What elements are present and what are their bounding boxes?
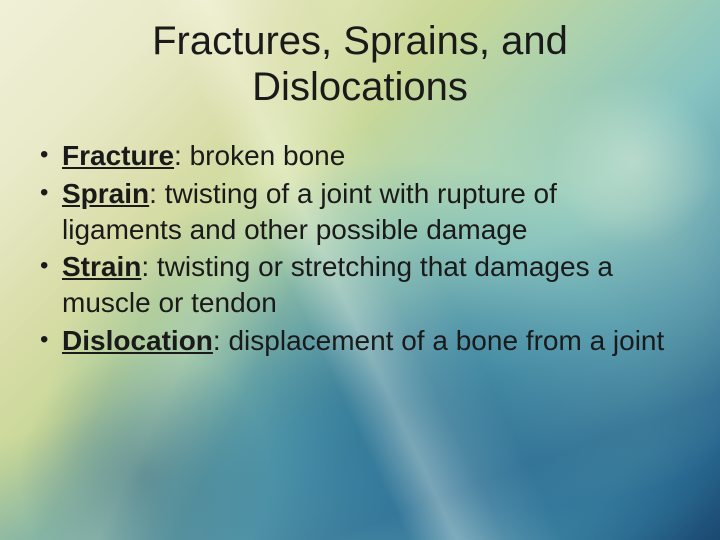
list-item: • Fracture: broken bone [40,138,680,174]
bullet-text: Strain: twisting or stretching that dama… [62,249,680,321]
bullet-marker: • [40,249,62,283]
list-item: • Dislocation: displacement of a bone fr… [40,323,680,359]
slide-title: Fractures, Sprains, and Dislocations [0,0,720,110]
term-sprain: Sprain [62,178,149,209]
term-dislocation: Dislocation [62,325,213,356]
slide-body: • Fracture: broken bone • Sprain: twisti… [0,110,720,359]
term-strain: Strain [62,251,141,282]
bullet-marker: • [40,138,62,172]
definition-dislocation: : displacement of a bone from a joint [213,325,664,356]
slide: Fractures, Sprains, and Dislocations • F… [0,0,720,540]
definition-strain: : twisting or stretching that damages a … [62,251,613,318]
definition-fracture: : broken bone [174,140,345,171]
bullet-text: Sprain: twisting of a joint with rupture… [62,176,680,248]
list-item: • Sprain: twisting of a joint with ruptu… [40,176,680,248]
bullet-text: Dislocation: displacement of a bone from… [62,323,680,359]
bullet-marker: • [40,323,62,357]
bullet-marker: • [40,176,62,210]
term-fracture: Fracture [62,140,174,171]
title-line-2: Dislocations [252,65,468,109]
bullet-text: Fracture: broken bone [62,138,680,174]
list-item: • Strain: twisting or stretching that da… [40,249,680,321]
title-line-1: Fractures, Sprains, and [152,19,568,63]
